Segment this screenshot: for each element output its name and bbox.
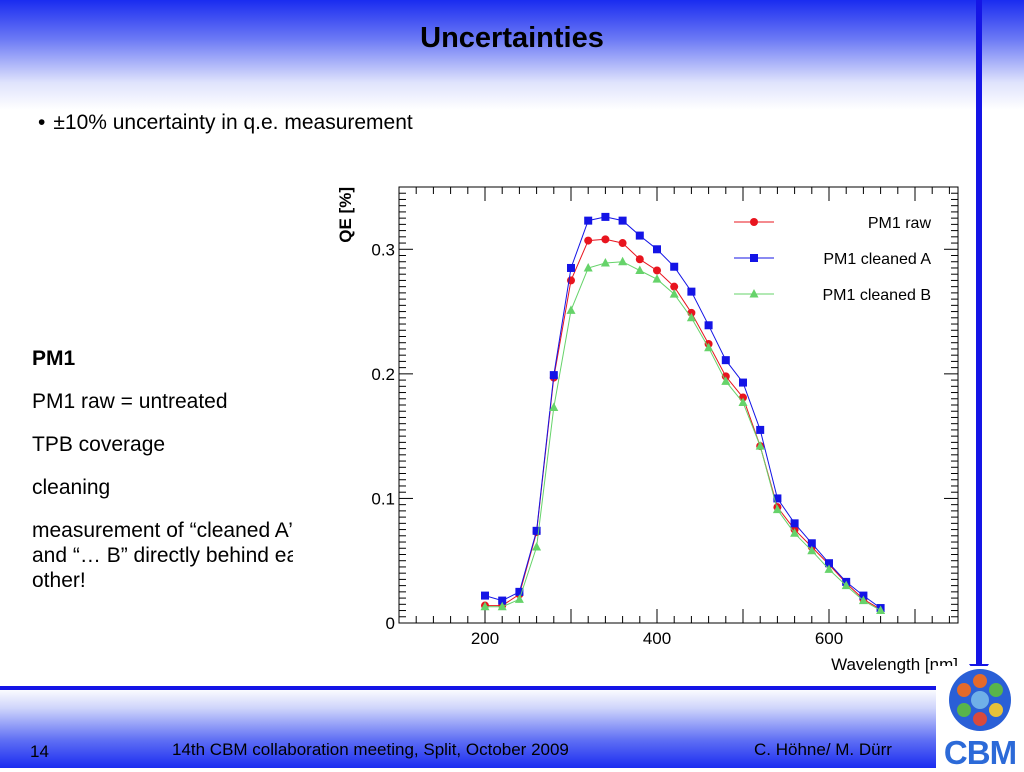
data-point [635, 255, 644, 264]
header-gradient [0, 0, 1024, 110]
data-point [652, 274, 662, 283]
horizontal-rule [0, 686, 950, 690]
data-point [825, 559, 833, 568]
data-point [704, 342, 714, 352]
data-point [738, 397, 748, 407]
data-point [583, 262, 593, 272]
logo-text: CBM [943, 734, 1017, 771]
data-point [601, 235, 610, 244]
slide-title: Uncertainties [420, 22, 604, 54]
data-point [755, 441, 765, 450]
y-tick-label: 0.1 [371, 489, 395, 508]
detector-logo-icon [949, 669, 1011, 731]
x-tick-label: 400 [643, 629, 671, 648]
cbm-logo [936, 666, 1024, 768]
page-number: 14 [30, 742, 49, 761]
data-point [670, 282, 679, 291]
data-point [687, 287, 696, 296]
bullet-item: • ±10% uncertainty in q.e. measurement [38, 111, 413, 135]
data-point [841, 580, 851, 590]
data-point [653, 245, 661, 254]
notes-line: measurement of “cleaned A” and “… B” dir… [32, 519, 321, 592]
data-point [481, 591, 489, 600]
y-tick-label: 0.2 [371, 365, 395, 384]
notes-heading: PM1 [32, 347, 76, 370]
data-point [549, 371, 558, 380]
data-point [635, 265, 645, 274]
x-axis-label: Wavelength [nm] [831, 655, 958, 674]
data-point [532, 542, 542, 551]
y-axis-label: QE [%] [336, 187, 355, 243]
legend-label: PM1 raw [868, 215, 932, 232]
data-point [618, 256, 628, 266]
data-point [515, 587, 524, 596]
data-point [721, 376, 731, 385]
series-pm1-cleaned-b [480, 256, 886, 615]
data-point [566, 305, 576, 314]
data-point [858, 595, 868, 605]
data-point [790, 528, 800, 537]
notes-line: TPB coverage [32, 433, 166, 456]
legend-label: PM1 cleaned A [823, 251, 931, 268]
legend-label: PM1 cleaned B [822, 287, 931, 304]
notes-line: PM1 raw = untreated [32, 390, 228, 413]
bullet-text: ±10% uncertainty in q.e. measurement [53, 111, 413, 134]
x-tick-label: 200 [471, 629, 499, 648]
data-point [790, 519, 799, 528]
plot-frame [398, 186, 959, 624]
footer-meeting: 14th CBM collaboration meeting, Split, O… [172, 740, 569, 759]
x-tick-label: 600 [815, 629, 843, 648]
data-point [807, 539, 816, 548]
data-point [498, 596, 507, 605]
notes-line: cleaning [32, 476, 111, 499]
data-point [618, 216, 627, 225]
qe-chart: 200 400 600 0 0.1 0.2 0.3 PM1 raw PM1 cleaned A… [336, 186, 959, 674]
vertical-rule [976, 0, 982, 668]
chart-panel: 200 400 600 0 0.1 0.2 0.3 PM1 raw PM1 cleaned A… [293, 176, 967, 678]
data-point [601, 212, 610, 221]
legend-marker [749, 289, 759, 298]
y-tick-label: 0.3 [371, 240, 395, 259]
data-point [773, 494, 782, 503]
data-point [876, 605, 886, 615]
bullet-dot-icon: • [38, 111, 46, 134]
data-point [824, 564, 834, 573]
data-point [686, 312, 696, 322]
legend-marker [750, 218, 758, 226]
data-point [807, 545, 817, 555]
data-point [618, 239, 627, 248]
data-point [669, 289, 679, 298]
data-point [480, 601, 490, 611]
data-point [584, 216, 593, 225]
data-point [600, 257, 610, 267]
data-point [704, 321, 713, 330]
data-point [756, 425, 765, 434]
notes-block: PM1 PM1 raw = untreated TPB coverage cle… [32, 346, 332, 611]
data-point [549, 402, 559, 411]
data-point [532, 526, 541, 535]
data-point [739, 378, 747, 387]
data-point [514, 594, 524, 603]
data-point [772, 504, 782, 514]
data-point [653, 266, 661, 275]
data-point [670, 262, 679, 271]
legend-marker [750, 254, 758, 262]
y-tick-label: 0 [386, 614, 395, 633]
footer-gradient [0, 688, 1024, 768]
data-point [497, 601, 507, 611]
footer-authors: C. Höhne/ M. Dürr [754, 740, 892, 759]
data-point [584, 236, 593, 245]
data-point [635, 231, 644, 240]
data-point [721, 356, 730, 365]
data-point [567, 263, 575, 272]
